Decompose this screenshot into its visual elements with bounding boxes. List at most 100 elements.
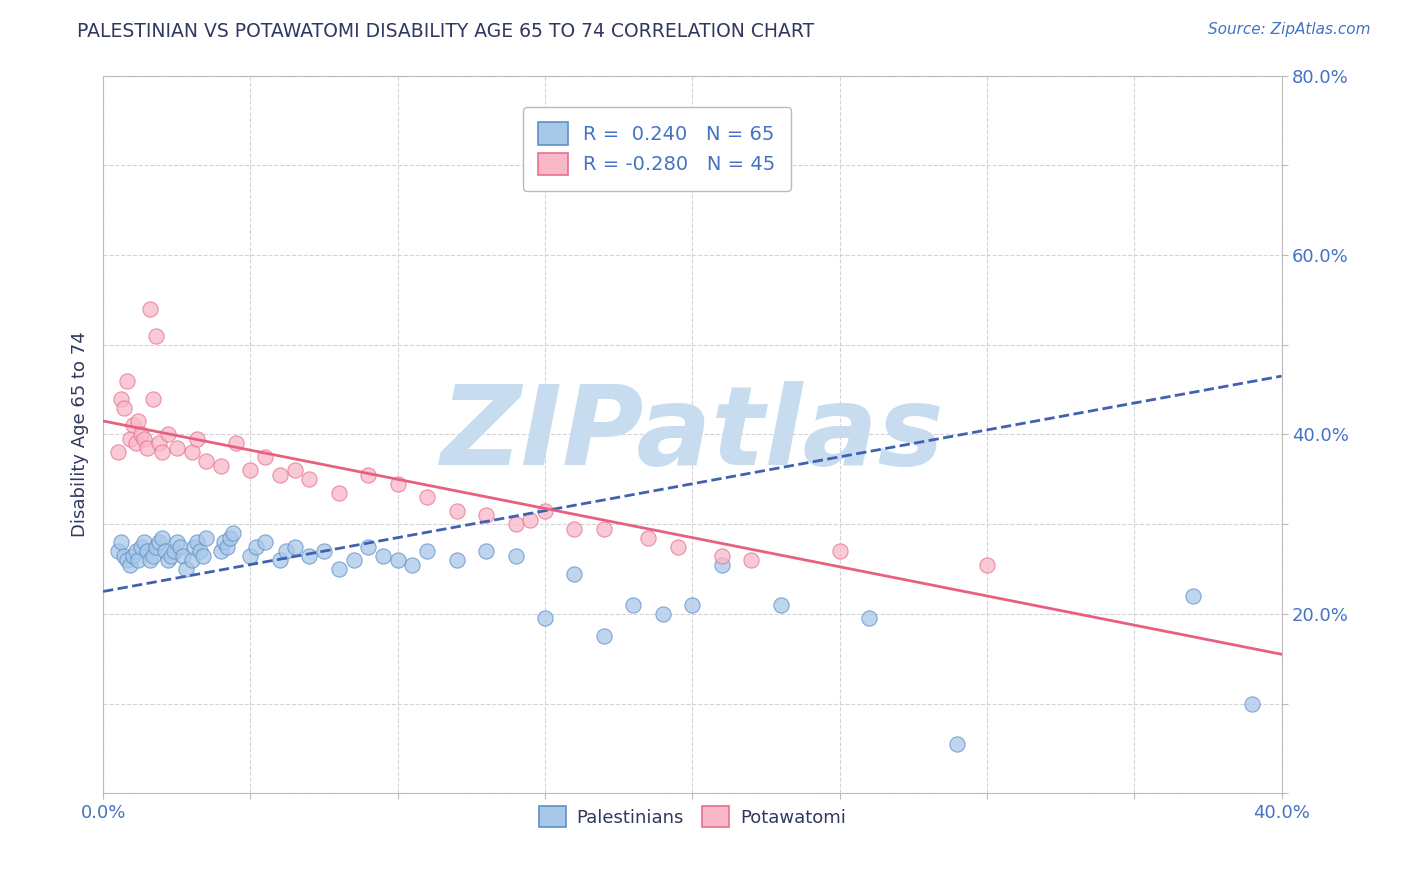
Point (284, 463, 307, 477)
Point (112, 549, 135, 563)
Point (169, 540, 191, 554)
Point (416, 490, 439, 504)
Point (110, 392, 132, 406)
Point (357, 467, 380, 482)
Point (564, 522, 586, 536)
Point (136, 441, 159, 455)
Point (188, 544, 211, 558)
Point (401, 558, 423, 572)
Point (475, 508, 498, 523)
Point (225, 436, 247, 450)
Point (142, 549, 165, 563)
Point (245, 540, 267, 554)
Point (153, 544, 176, 558)
Point (858, 611, 880, 625)
Point (769, 598, 792, 612)
Point (239, 549, 262, 563)
Point (107, 445, 129, 459)
Point (209, 458, 232, 473)
Point (166, 441, 188, 455)
Point (160, 549, 183, 563)
Point (142, 392, 165, 406)
Point (284, 540, 307, 554)
Point (195, 454, 218, 468)
Point (828, 544, 851, 558)
Point (148, 436, 170, 450)
Point (180, 445, 202, 459)
Point (328, 562, 350, 576)
Point (254, 535, 277, 549)
Point (274, 544, 297, 558)
Point (121, 418, 143, 433)
Y-axis label: Disability Age 65 to 74: Disability Age 65 to 74 (72, 332, 89, 537)
Point (183, 540, 205, 554)
Point (124, 436, 146, 450)
Point (131, 540, 153, 554)
Point (150, 445, 173, 459)
Point (134, 535, 156, 549)
Point (976, 558, 998, 572)
Point (195, 531, 218, 545)
Point (139, 301, 162, 316)
Point (681, 598, 703, 612)
Point (136, 544, 159, 558)
Point (134, 432, 156, 446)
Point (127, 414, 149, 428)
Point (505, 549, 527, 563)
Point (269, 467, 291, 482)
Point (1241, 697, 1264, 711)
Point (107, 544, 129, 558)
Point (298, 472, 321, 486)
Point (416, 544, 439, 558)
Point (156, 427, 179, 442)
Point (505, 517, 527, 532)
Point (1182, 589, 1205, 603)
Point (534, 504, 557, 518)
Point (666, 540, 689, 554)
Text: PALESTINIAN VS POTAWATOMI DISABILITY AGE 65 TO 74 CORRELATION CHART: PALESTINIAN VS POTAWATOMI DISABILITY AGE… (77, 22, 814, 41)
Text: ZIPatlas: ZIPatlas (440, 381, 945, 488)
Point (593, 629, 616, 643)
Point (387, 476, 409, 491)
Point (127, 553, 149, 567)
Point (115, 374, 138, 388)
Point (254, 450, 277, 464)
Point (193, 549, 215, 563)
Point (710, 549, 733, 563)
Point (946, 737, 969, 751)
Point (186, 535, 208, 549)
Point (328, 485, 350, 500)
Point (163, 544, 186, 558)
Point (156, 553, 179, 567)
Point (174, 562, 197, 576)
Point (112, 401, 135, 415)
Text: Source: ZipAtlas.com: Source: ZipAtlas.com (1208, 22, 1371, 37)
Point (637, 531, 659, 545)
Point (312, 544, 335, 558)
Point (124, 544, 146, 558)
Point (387, 553, 409, 567)
Point (145, 540, 167, 554)
Point (115, 553, 138, 567)
Point (651, 607, 673, 621)
Point (110, 535, 132, 549)
Point (564, 566, 586, 581)
Point (131, 427, 153, 442)
Point (298, 549, 321, 563)
Point (740, 553, 762, 567)
Point (118, 558, 141, 572)
Point (222, 526, 245, 541)
Point (357, 540, 380, 554)
Point (239, 463, 262, 477)
Point (475, 544, 498, 558)
Point (446, 553, 468, 567)
Point (150, 531, 173, 545)
Point (121, 549, 143, 563)
Point (593, 522, 616, 536)
Point (446, 504, 468, 518)
Point (534, 611, 557, 625)
Point (172, 549, 194, 563)
Point (212, 535, 235, 549)
Point (118, 432, 141, 446)
Point (218, 531, 240, 545)
